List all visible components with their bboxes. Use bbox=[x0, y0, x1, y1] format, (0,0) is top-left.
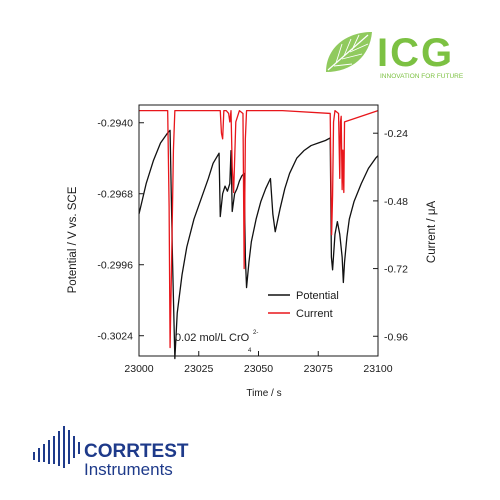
corrtest-logo-text: CORRTEST bbox=[84, 441, 189, 462]
y-tick-label-left: -0.2940 bbox=[97, 118, 133, 130]
potential-current-chart: 23000 23025 23050 23075 23100 -0.2940 -0.2968 -… bbox=[67, 104, 438, 399]
icg-logo-text: ICG bbox=[377, 31, 454, 75]
leaf-icon bbox=[326, 32, 372, 72]
icg-tagline: INNOVATION FOR FUTURE bbox=[380, 73, 464, 80]
x-tick-label: 23075 bbox=[304, 363, 333, 375]
y-tick-label-left: -0.2968 bbox=[97, 189, 133, 201]
x-axis-title: Time / s bbox=[246, 388, 281, 399]
y-axis-left-title: Potential / V vs. SCE bbox=[67, 186, 79, 293]
legend-label-potential: Potential bbox=[296, 290, 339, 302]
annotation-superscript: 2- bbox=[253, 330, 258, 336]
axis-layer: 23000 23025 23050 23075 23100 -0.2940 -0.2968 -… bbox=[97, 118, 408, 375]
annotation-subscript: 4 bbox=[248, 348, 252, 354]
annotation-text: 0.02 mol/L CrO bbox=[175, 332, 250, 344]
y-tick-label-right: -0.72 bbox=[384, 264, 408, 276]
series-layer bbox=[138, 109, 379, 360]
series-line-potential bbox=[138, 129, 379, 360]
concentration-annotation: 0.02 mol/L CrO 2- 4 bbox=[175, 330, 258, 354]
x-tick-label: 23100 bbox=[363, 363, 392, 375]
y-tick-label-right: -0.96 bbox=[384, 331, 408, 343]
signal-waves-icon bbox=[33, 426, 80, 468]
series-line-current bbox=[139, 109, 379, 349]
y-axis-right-title: Current / μA bbox=[426, 201, 438, 264]
y-tick-label-right: -0.48 bbox=[384, 196, 408, 208]
icg-logo: ICG INNOVATION FOR FUTURE bbox=[326, 31, 464, 80]
x-tick-label: 23000 bbox=[124, 363, 153, 375]
x-tick-label: 23050 bbox=[244, 363, 273, 375]
corrtest-logo-subtext: Instruments bbox=[84, 460, 173, 479]
y-tick-label-right: -0.24 bbox=[384, 128, 408, 140]
x-tick-label: 23025 bbox=[184, 363, 213, 375]
legend-label-current: Current bbox=[296, 308, 333, 320]
y-tick-label-left: -0.3024 bbox=[97, 331, 133, 343]
y-tick-label-left: -0.2996 bbox=[97, 260, 133, 272]
legend: Potential Current bbox=[268, 290, 339, 320]
corrtest-logo: CORRTEST Instruments bbox=[33, 426, 189, 479]
